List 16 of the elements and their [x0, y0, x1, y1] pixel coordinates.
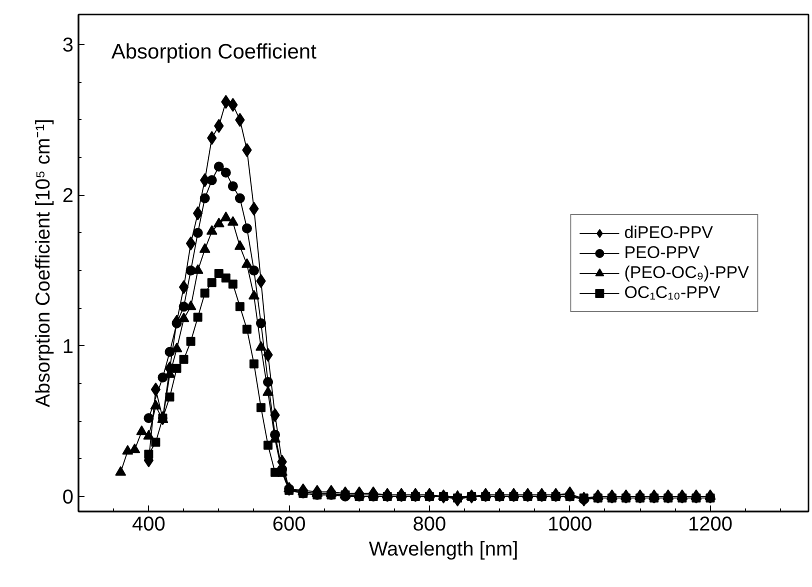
- x-tick-label: 800: [412, 514, 446, 536]
- x-axis-title: Wavelength [nm]: [368, 538, 518, 560]
- x-tick-label: 1000: [548, 514, 592, 536]
- x-tick-label: 1200: [688, 514, 732, 536]
- x-tick-label: 600: [272, 514, 306, 536]
- legend-label: OC₁C₁₀-PPV: [624, 282, 720, 302]
- legend-label: PEO-PPV: [624, 242, 700, 262]
- text: Absorption Coefficient: [111, 40, 317, 64]
- legend-label: (PEO-OC₉)-PPV: [624, 262, 749, 282]
- y-tick-label: 3: [62, 34, 74, 57]
- y-tick-label: 0: [62, 486, 74, 508]
- legend-label: diPEO-PPV: [624, 222, 713, 242]
- x-tick-label: 400: [132, 514, 166, 536]
- y-tick-label: 2: [62, 185, 74, 208]
- y-tick-label: 1: [62, 336, 74, 358]
- y-axis-title: Absorption Coefficient [10⁵ cm⁻¹]: [32, 118, 54, 408]
